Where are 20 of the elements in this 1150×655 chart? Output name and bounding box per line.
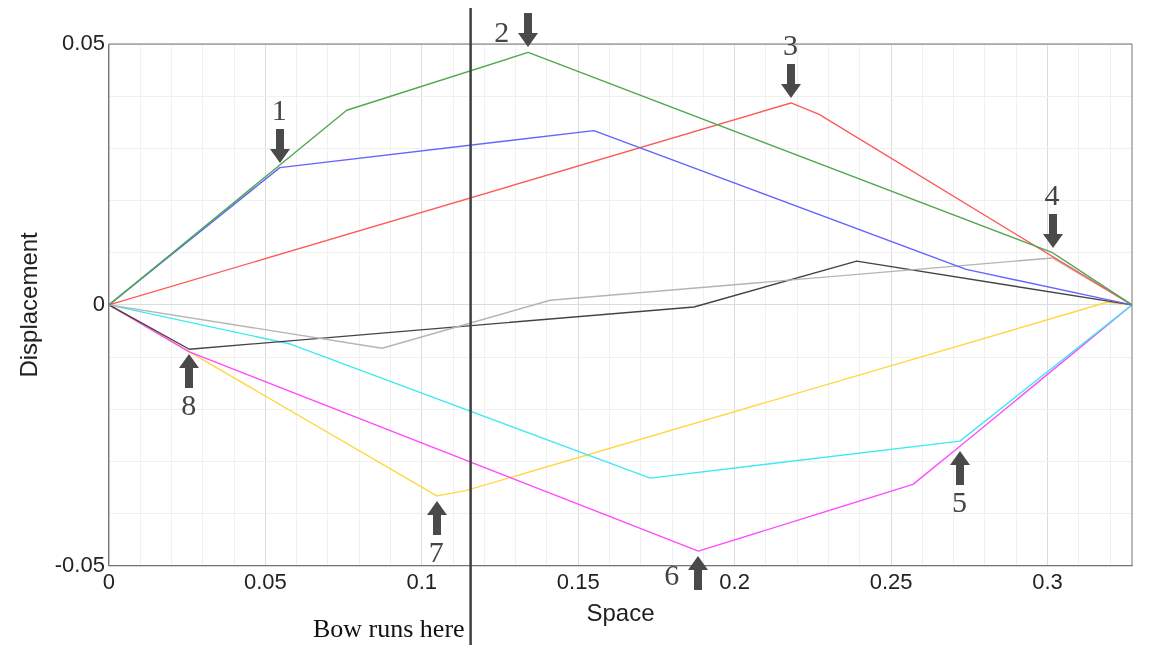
x-tick-label: 0.15 [556, 569, 600, 595]
annotation: 7 [428, 534, 444, 568]
annotation: 6 [664, 558, 680, 592]
y-tick-label: 0.05 [62, 30, 105, 56]
annotation: 3 [782, 27, 798, 61]
x-tick-label: 0.25 [869, 569, 913, 595]
annotation: 1 [271, 92, 287, 126]
x-tick-label: 0.3 [1032, 569, 1063, 595]
annotation: 2 [494, 15, 510, 49]
annotation: 5 [951, 485, 967, 519]
y-tick-label: -0.05 [54, 551, 105, 577]
y-axis-title: Displacement [15, 231, 43, 378]
annotation: 8 [181, 388, 197, 422]
x-tick-label: 0.2 [719, 569, 750, 595]
x-axis-title: Space [586, 599, 655, 627]
x-tick-label: 0.1 [406, 569, 438, 595]
annotation: 4 [1044, 177, 1060, 211]
ref-line-label: Bow runs here [312, 613, 465, 643]
x-tick-label: 0.05 [243, 569, 287, 595]
y-tick-label: 0 [92, 290, 105, 316]
